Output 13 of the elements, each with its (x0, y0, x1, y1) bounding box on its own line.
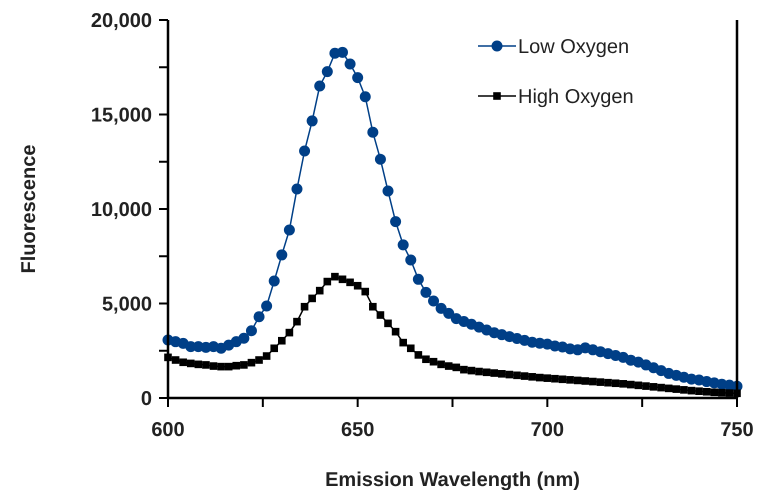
y-tick-label: 5,000 (102, 294, 152, 316)
y-axis-title: Fluorescence (18, 144, 40, 274)
y-tick-label: 20,000 (90, 10, 152, 32)
legend-label: High Oxygen (518, 86, 634, 108)
y-tick-label: 15,000 (90, 104, 152, 126)
x-tick-label: 750 (720, 419, 754, 441)
y-tick-label: 0 (140, 388, 152, 410)
x-tick-label: 650 (340, 419, 374, 441)
x-tick-label: 700 (530, 419, 564, 441)
legend-label: Low Oxygen (518, 36, 630, 58)
x-tick-label: 600 (151, 419, 185, 441)
y-tick-label: 10,000 (90, 199, 152, 221)
x-axis-title: Emission Wavelength (nm) (325, 469, 580, 491)
